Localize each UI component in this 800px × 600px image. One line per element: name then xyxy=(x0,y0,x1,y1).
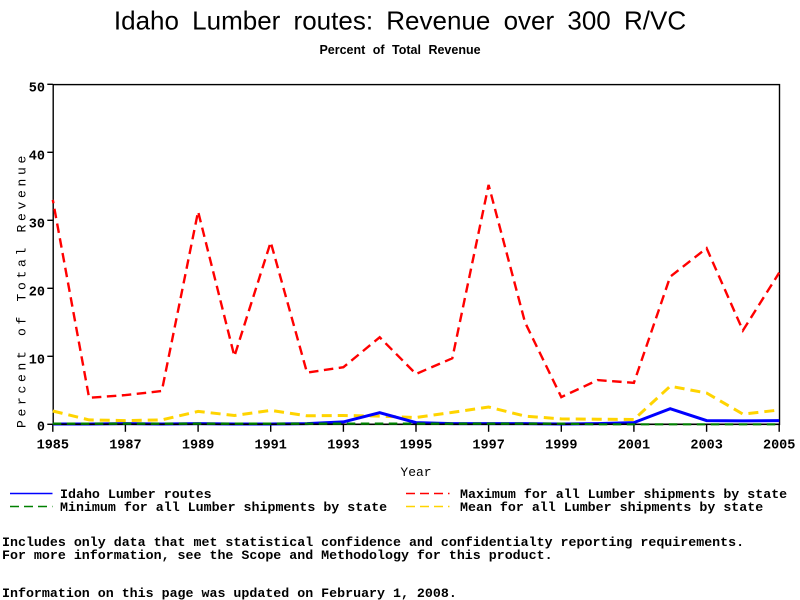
svg-text:Maximum for all Lumber shipmen: Maximum for all Lumber shipments by stat… xyxy=(460,487,787,502)
svg-text:1987: 1987 xyxy=(109,439,141,454)
svg-text:Percent of Total Revenue: Percent of Total Revenue xyxy=(319,43,480,57)
svg-text:For more information, see the: For more information, see the Scope and … xyxy=(2,548,553,563)
svg-text:Includes only data that met st: Includes only data that met statistical … xyxy=(2,535,744,550)
svg-text:2005: 2005 xyxy=(763,439,795,454)
svg-text:Year: Year xyxy=(400,465,431,480)
svg-text:Information on this page was u: Information on this page was updated on … xyxy=(2,586,457,600)
svg-text:1995: 1995 xyxy=(400,439,432,454)
svg-text:Percent of Total Revenue: Percent of Total Revenue xyxy=(15,152,30,428)
svg-text:1985: 1985 xyxy=(37,439,69,454)
svg-text:40: 40 xyxy=(29,149,45,164)
svg-text:Minimum for all Lumber shipmen: Minimum for all Lumber shipments by stat… xyxy=(60,500,387,515)
svg-text:1993: 1993 xyxy=(327,439,359,454)
svg-text:1999: 1999 xyxy=(545,439,577,454)
svg-text:10: 10 xyxy=(29,353,45,368)
svg-text:Idaho Lumber routes: Revenue o: Idaho Lumber routes: Revenue over 300 R/… xyxy=(114,6,686,36)
svg-text:2001: 2001 xyxy=(618,439,650,454)
svg-text:30: 30 xyxy=(29,217,45,232)
svg-text:1991: 1991 xyxy=(254,439,286,454)
svg-text:20: 20 xyxy=(29,285,45,300)
svg-text:1989: 1989 xyxy=(182,439,214,454)
svg-text:1997: 1997 xyxy=(472,439,504,454)
svg-text:50: 50 xyxy=(29,82,45,97)
svg-text:0: 0 xyxy=(37,421,45,436)
svg-text:2003: 2003 xyxy=(690,439,722,454)
svg-text:Mean for all Lumber shipments: Mean for all Lumber shipments by state xyxy=(460,500,763,515)
svg-text:Idaho Lumber routes: Idaho Lumber routes xyxy=(60,487,212,502)
